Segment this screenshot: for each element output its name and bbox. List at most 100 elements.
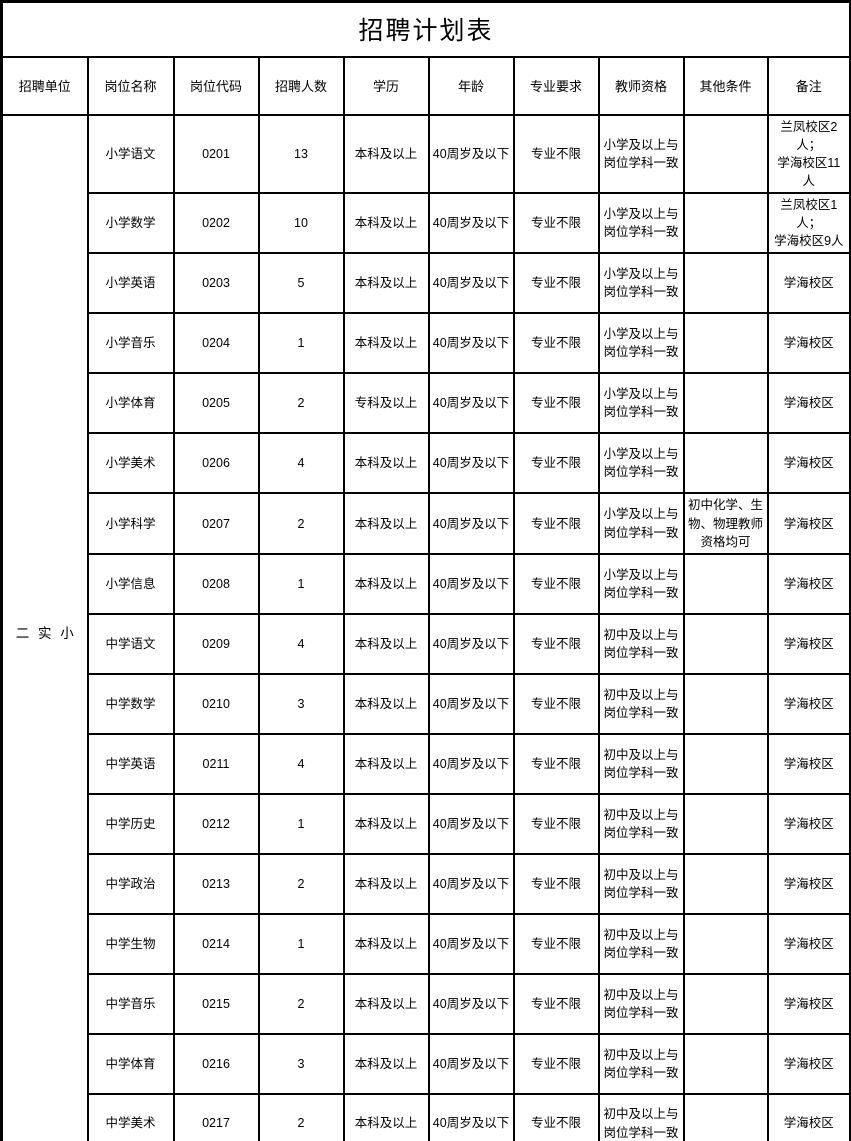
cell-teacher-qualification: 初中及以上与 岗位学科一致 <box>597 792 685 855</box>
cell-recruit-count: 2 <box>257 1092 345 1141</box>
cell-position-name: 中学英语 <box>86 732 175 795</box>
cell-recruit-count: 1 <box>257 792 345 855</box>
cell-other-conditions <box>682 191 769 255</box>
cell-other-conditions <box>682 552 769 615</box>
cell-teacher-qualification: 小学及以上与 岗位学科一致 <box>597 492 685 555</box>
cell-position-code: 0204 <box>172 312 260 375</box>
cell-recruit-count: 2 <box>257 852 345 915</box>
table-row: 小学音乐 0204 1 本科及以上 40周岁及以下 专业不限 小学及以上与 岗位学科一致 学海… <box>2 312 851 375</box>
cell-position-name: 小学语文 <box>86 113 175 194</box>
table-row: 中学语文 0209 4 本科及以上 40周岁及以下 专业不限 初中及以上与 岗位学科一致 学海… <box>2 612 851 675</box>
cell-age: 40周岁及以下 <box>427 252 515 315</box>
cell-other-conditions <box>682 312 769 375</box>
cell-position-code: 0201 <box>172 113 260 194</box>
cell-other-conditions <box>682 113 769 194</box>
cell-position-code: 0217 <box>172 1092 260 1141</box>
table-row: 中学体育 0216 3 本科及以上 40周岁及以下 专业不限 初中及以上与 岗位学科一致 学海… <box>2 1032 851 1095</box>
cell-age: 40周岁及以下 <box>427 1092 515 1141</box>
cell-other-conditions <box>682 732 769 795</box>
cell-recruit-count: 2 <box>257 372 345 435</box>
cell-major-requirement: 专业不限 <box>512 732 600 795</box>
cell-remarks: 学海校区 <box>766 312 851 375</box>
cell-recruit-count: 3 <box>257 672 345 735</box>
cell-other-conditions <box>682 672 769 735</box>
cell-position-code: 0203 <box>172 252 260 315</box>
cell-education: 本科及以上 <box>342 492 430 555</box>
cell-remarks: 学海校区 <box>766 912 851 975</box>
cell-position-code: 0212 <box>172 792 260 855</box>
cell-major-requirement: 专业不限 <box>512 191 600 255</box>
cell-education: 本科及以上 <box>342 912 430 975</box>
cell-position-name: 小学美术 <box>86 432 175 495</box>
cell-education: 本科及以上 <box>342 732 430 795</box>
cell-age: 40周岁及以下 <box>427 972 515 1035</box>
cell-education: 本科及以上 <box>342 672 430 735</box>
cell-age: 40周岁及以下 <box>427 732 515 795</box>
cell-teacher-qualification: 初中及以上与 岗位学科一致 <box>597 672 685 735</box>
cell-age: 40周岁及以下 <box>427 113 515 194</box>
column-header-recruiting-unit: 招聘单位 <box>0 55 89 116</box>
cell-other-conditions: 初中化学、生 物、物理教师 资格均可 <box>682 492 769 555</box>
table-row: 中学数学 0210 3 本科及以上 40周岁及以下 专业不限 初中及以上与 岗位学科一致 学海… <box>2 672 851 735</box>
cell-remarks: 兰凤校区2人； 学海校区11人 <box>766 113 851 194</box>
cell-position-code: 0214 <box>172 912 260 975</box>
cell-other-conditions <box>682 972 769 1035</box>
table-row: 中学美术 0217 2 本科及以上 40周岁及以下 专业不限 初中及以上与 岗位学科一致 学海… <box>2 1092 851 1141</box>
cell-education: 本科及以上 <box>342 432 430 495</box>
cell-position-code: 0209 <box>172 612 260 675</box>
cell-education: 本科及以上 <box>342 312 430 375</box>
table-row: 小学英语 0203 5 本科及以上 40周岁及以下 专业不限 小学及以上与 岗位学科一致 学海… <box>2 252 851 315</box>
cell-other-conditions <box>682 912 769 975</box>
cell-age: 40周岁及以下 <box>427 191 515 255</box>
cell-major-requirement: 专业不限 <box>512 552 600 615</box>
cell-major-requirement: 专业不限 <box>512 312 600 375</box>
cell-major-requirement: 专业不限 <box>512 912 600 975</box>
column-header-remarks: 备注 <box>766 55 851 116</box>
cell-remarks: 学海校区 <box>766 732 851 795</box>
cell-education: 本科及以上 <box>342 972 430 1035</box>
cell-position-name: 小学科学 <box>86 492 175 555</box>
table-row: 中学英语 0211 4 本科及以上 40周岁及以下 专业不限 初中及以上与 岗位学科一致 学海… <box>2 732 851 795</box>
cell-education: 本科及以上 <box>342 1092 430 1141</box>
cell-teacher-qualification: 初中及以上与 岗位学科一致 <box>597 1092 685 1141</box>
cell-age: 40周岁及以下 <box>427 672 515 735</box>
title-row: 招聘计划表 <box>0 0 851 58</box>
column-header-position-code: 岗位代码 <box>172 55 260 116</box>
cell-position-name: 中学美术 <box>86 1092 175 1141</box>
cell-education: 本科及以上 <box>342 1032 430 1095</box>
cell-other-conditions <box>682 852 769 915</box>
cell-teacher-qualification: 初中及以上与 岗位学科一致 <box>597 732 685 795</box>
cell-recruit-count: 4 <box>257 432 345 495</box>
cell-recruit-count: 1 <box>257 552 345 615</box>
cell-recruit-count: 5 <box>257 252 345 315</box>
cell-major-requirement: 专业不限 <box>512 792 600 855</box>
table-row: 小学体育 0205 2 专科及以上 40周岁及以下 专业不限 小学及以上与 岗位学科一致 学海… <box>2 372 851 435</box>
cell-position-code: 0211 <box>172 732 260 795</box>
cell-position-name: 小学数学 <box>86 191 175 255</box>
cell-position-code: 0206 <box>172 432 260 495</box>
table-row: 中学音乐 0215 2 本科及以上 40周岁及以下 专业不限 初中及以上与 岗位学科一致 学海… <box>2 972 851 1035</box>
cell-position-name: 小学信息 <box>86 552 175 615</box>
cell-position-name: 中学音乐 <box>86 972 175 1035</box>
cell-position-name: 小学音乐 <box>86 312 175 375</box>
cell-education: 本科及以上 <box>342 113 430 194</box>
column-header-other-conditions: 其他条件 <box>682 55 769 116</box>
cell-position-code: 0215 <box>172 972 260 1035</box>
cell-teacher-qualification: 小学及以上与 岗位学科一致 <box>597 372 685 435</box>
cell-remarks: 学海校区 <box>766 1092 851 1141</box>
cell-teacher-qualification: 初中及以上与 岗位学科一致 <box>597 852 685 915</box>
column-header-position-name: 岗位名称 <box>86 55 175 116</box>
cell-position-name: 中学政治 <box>86 852 175 915</box>
cell-major-requirement: 专业不限 <box>512 612 600 675</box>
cell-remarks: 学海校区 <box>766 432 851 495</box>
cell-recruit-count: 4 <box>257 732 345 795</box>
table-row: 中学生物 0214 1 本科及以上 40周岁及以下 专业不限 初中及以上与 岗位学科一致 学海… <box>2 912 851 975</box>
cell-teacher-qualification: 初中及以上与 岗位学科一致 <box>597 612 685 675</box>
table-body: 二 实 小小学语文 0201 13 本科及以上 40周岁及以下 专业不限 小学及以上与 岗位… <box>0 113 851 1141</box>
column-header-row: 招聘单位 岗位名称 岗位代码 招聘人数 学历 年龄 专业要求 教师资格 其他条件… <box>0 55 851 116</box>
cell-age: 40周岁及以下 <box>427 1032 515 1095</box>
cell-teacher-qualification: 小学及以上与 岗位学科一致 <box>597 191 685 255</box>
cell-recruit-count: 4 <box>257 612 345 675</box>
cell-age: 40周岁及以下 <box>427 792 515 855</box>
cell-position-name: 中学历史 <box>86 792 175 855</box>
